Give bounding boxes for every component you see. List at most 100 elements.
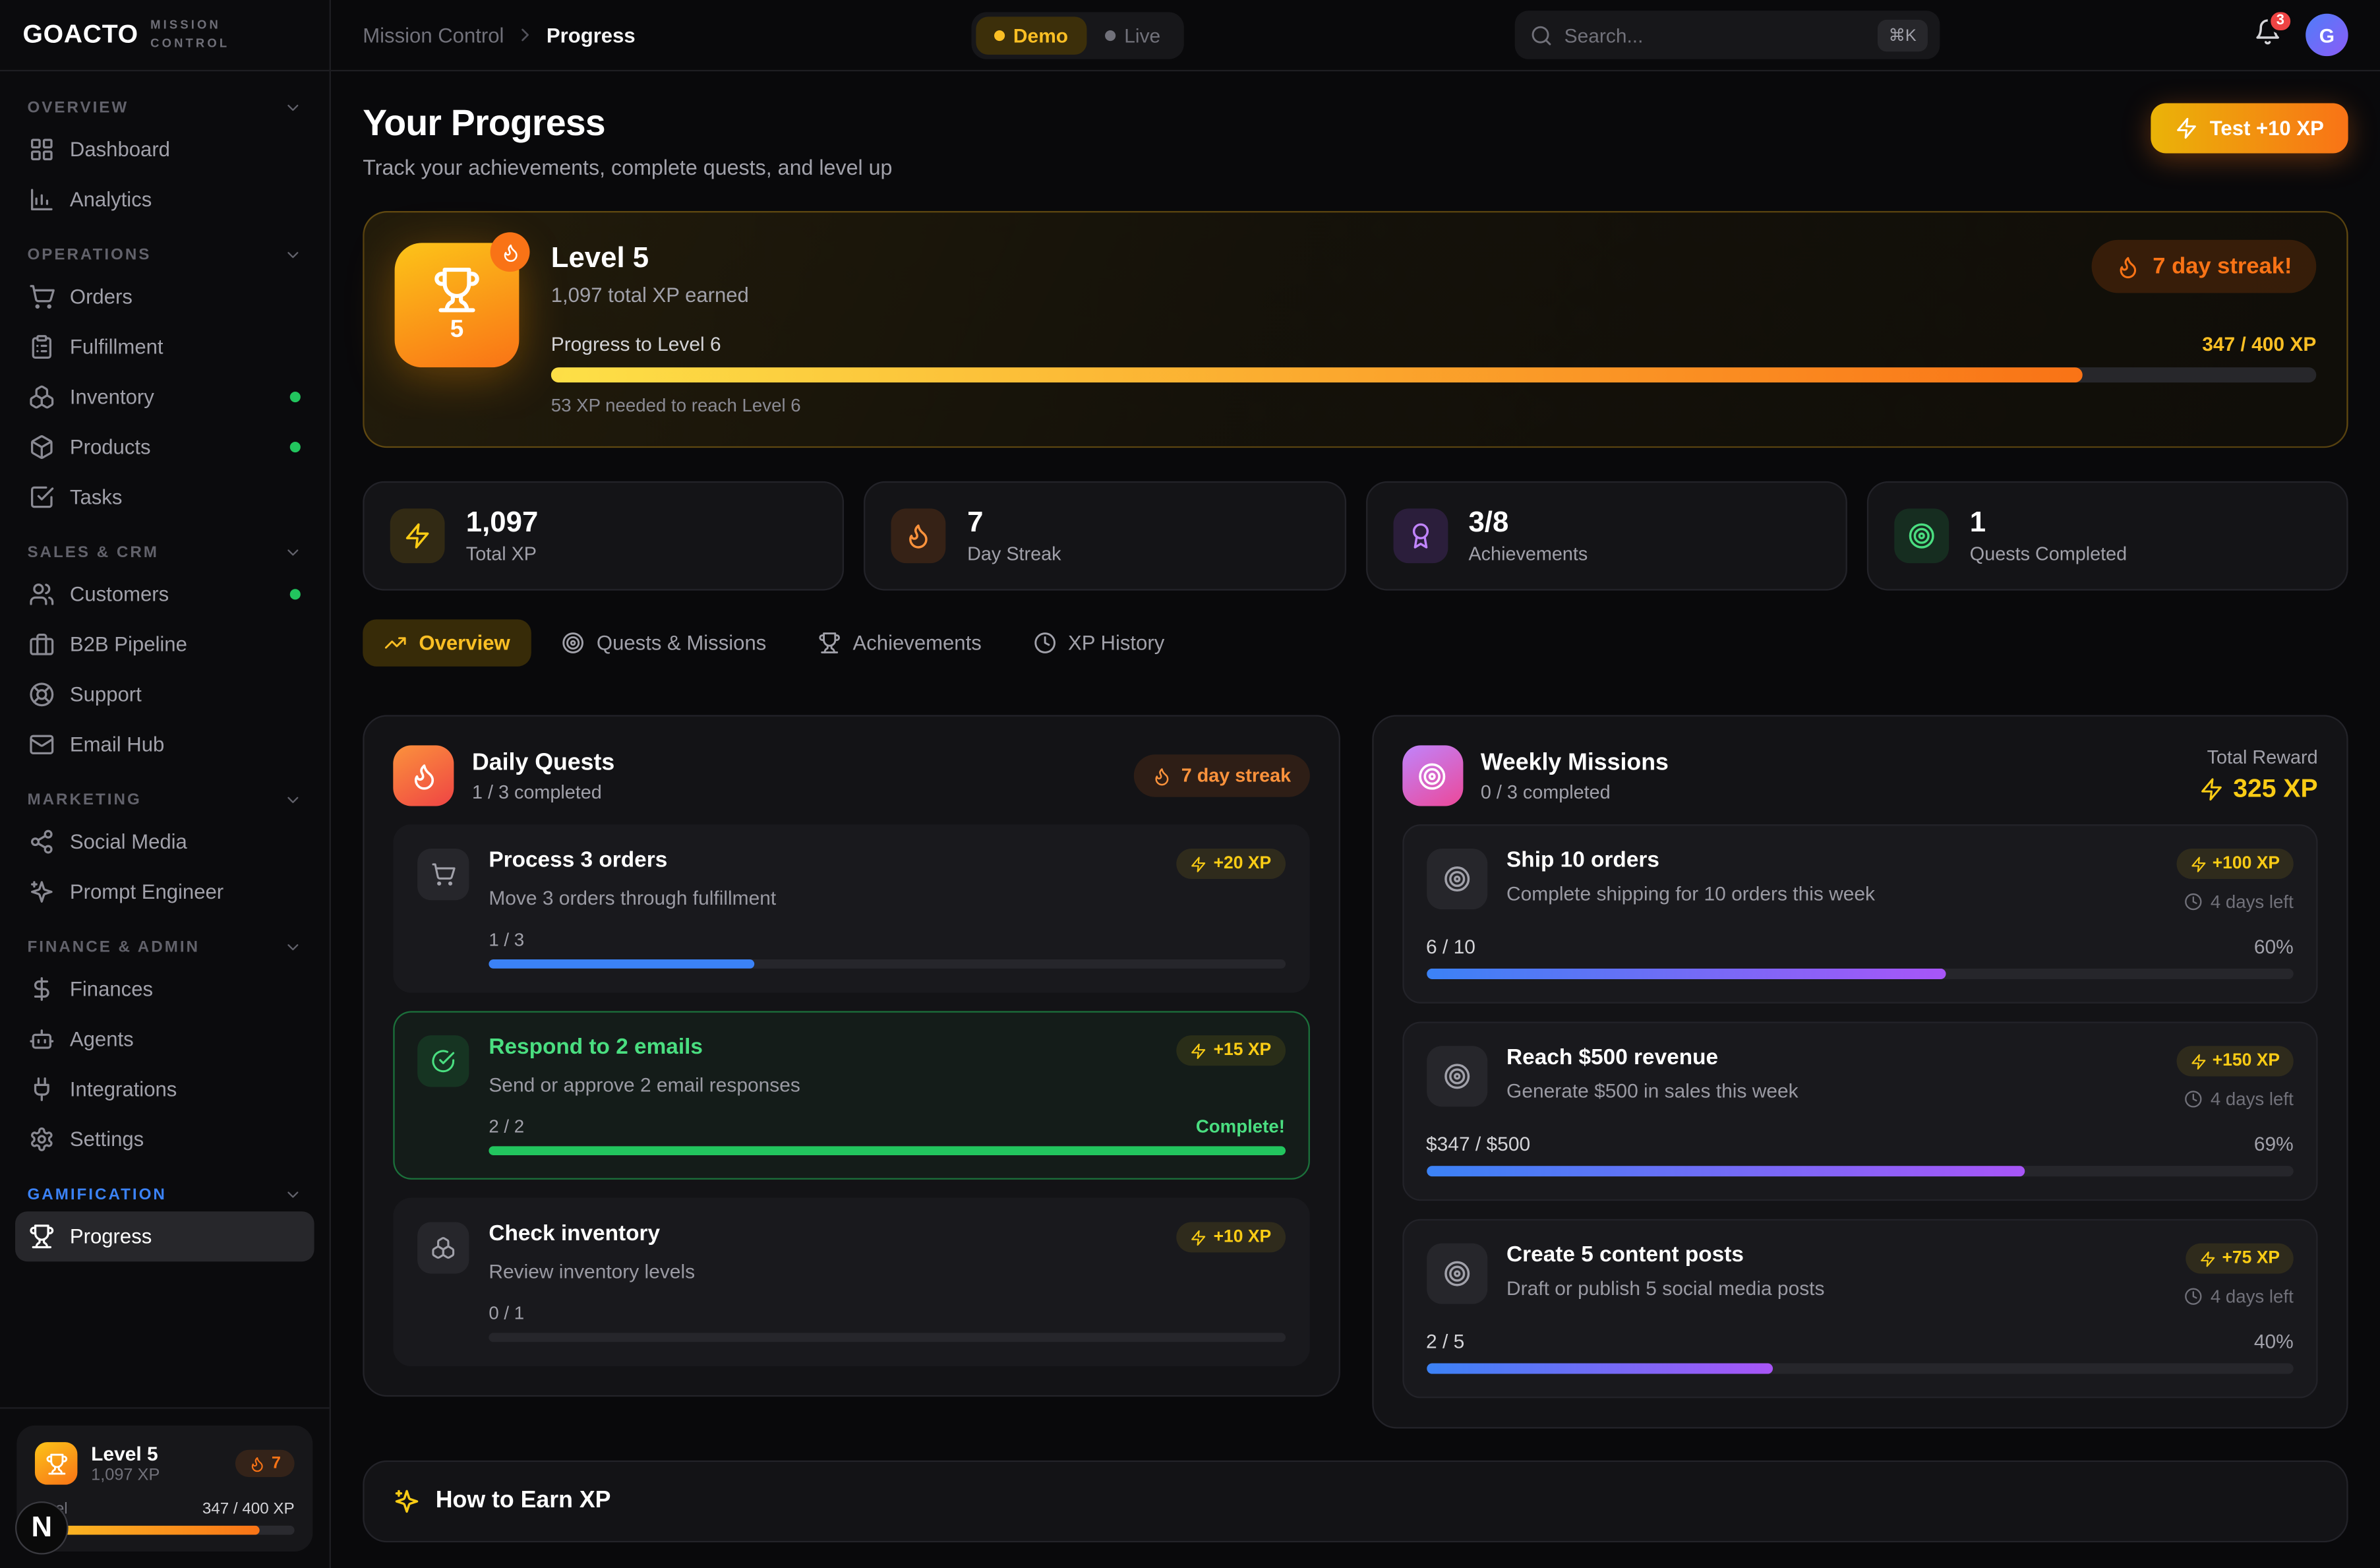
search-icon: [1530, 24, 1553, 47]
notifications-button[interactable]: 3: [2254, 8, 2294, 52]
brand-name: GOACTO: [22, 19, 138, 49]
level-progress-value: 347 / 400 XP: [202, 1499, 295, 1519]
page-title: Your Progress: [363, 103, 605, 144]
sidebar-item-social-media[interactable]: Social Media: [15, 817, 314, 867]
weekly-missions-panel: Weekly Missions 0 / 3 completed Total Re…: [1371, 715, 2348, 1429]
search-box[interactable]: ⌘K: [1514, 11, 1940, 59]
chevron-down-icon: [284, 543, 303, 562]
test-xp-button[interactable]: Test +10 XP: [2150, 103, 2348, 154]
stats-row: 1,097 Total XP 7 Day Streak: [363, 481, 2348, 591]
target-icon: [1443, 1260, 1470, 1287]
sidebar-item-tasks[interactable]: Tasks: [15, 472, 314, 522]
zap-icon: [1191, 1042, 1207, 1059]
tab-quests-missions[interactable]: Quests & Missions: [541, 619, 788, 666]
avatar[interactable]: G: [2306, 13, 2348, 57]
streak-badge: 7 day streak: [1134, 754, 1309, 797]
page-subtitle: Track your achievements, complete quests…: [363, 154, 893, 179]
quest-progress-bar: [489, 1146, 1285, 1156]
cart-icon-tile: [417, 848, 469, 901]
target-icon-tile: [1893, 508, 1949, 564]
sidebar-footer: Level 5 1,097 XP 7 level 347 / 400 XP: [0, 1407, 330, 1568]
xp-badge: +100 XP: [2176, 848, 2294, 880]
flame-badge: [490, 232, 530, 272]
chevron-down-icon: [284, 246, 303, 264]
level-banner: 5 Level 5 1,097 total XP earned Progress…: [363, 211, 2348, 448]
level-progress-fill: [550, 367, 2083, 383]
sidebar-item-inventory[interactable]: Inventory: [15, 372, 314, 422]
tab-achievements[interactable]: Achievements: [796, 619, 1003, 666]
quest-progress-bar: [489, 959, 1285, 969]
how-to-earn-title: How to Earn XP: [435, 1488, 611, 1514]
clock-icon: [2185, 1287, 2203, 1306]
live-mode-button[interactable]: Live: [1086, 16, 1179, 54]
zap-icon: [2200, 777, 2224, 802]
tab-xp-history[interactable]: XP History: [1012, 619, 1186, 666]
mission-progress-bar: [1426, 968, 2294, 979]
brand-tagline: MISSION CONTROL: [150, 18, 230, 50]
section-overview[interactable]: OVERVIEW: [15, 86, 314, 125]
mission-progress-bar: [1426, 1363, 2294, 1374]
mail-icon: [29, 732, 55, 758]
level-total-xp: 1,097 total XP earned: [550, 284, 749, 307]
demo-mode-button[interactable]: Demo: [975, 16, 1086, 54]
target-icon: [562, 632, 585, 655]
chevron-down-icon: [284, 938, 303, 957]
sidebar-item-integrations[interactable]: Integrations: [15, 1064, 314, 1114]
sidebar-item-progress[interactable]: Progress: [15, 1211, 314, 1262]
section-marketing[interactable]: MARKETING: [15, 779, 314, 817]
stat-day-streak: 7 Day Streak: [864, 481, 1346, 591]
xp-badge: +15 XP: [1177, 1035, 1285, 1066]
sidebar-item-finances[interactable]: Finances: [15, 964, 314, 1014]
target-icon: [1907, 522, 1934, 549]
mission-progress-bar: [1426, 1166, 2294, 1177]
quest-progress-fill: [489, 959, 754, 969]
notification-count-badge: 3: [2267, 8, 2294, 33]
tab-overview[interactable]: Overview: [363, 619, 531, 667]
level-number: 5: [450, 317, 464, 344]
time-left: 4 days left: [2185, 1089, 2294, 1110]
mission-progress-fill: [1426, 968, 1947, 979]
zap-icon: [2175, 117, 2198, 140]
flame-icon: [500, 242, 520, 262]
boxes-icon: [431, 1236, 456, 1260]
section-finance-admin[interactable]: FINANCE & ADMIN: [15, 926, 314, 964]
xp-badge: +20 XP: [1177, 848, 1285, 880]
level-trophy-tile: [34, 1442, 78, 1485]
zap-icon: [2199, 1250, 2216, 1267]
breadcrumb-root[interactable]: Mission Control: [363, 23, 504, 47]
sidebar-item-analytics[interactable]: Analytics: [15, 175, 314, 225]
trophy-icon: [432, 266, 481, 315]
target-icon-tile: [1426, 1046, 1487, 1107]
quest-process-orders: Process 3 orders +20 XP Move 3 orders th…: [393, 824, 1309, 993]
sidebar-item-orders[interactable]: Orders: [15, 272, 314, 322]
sidebar-item-settings[interactable]: Settings: [15, 1114, 314, 1164]
target-icon: [1417, 762, 1446, 791]
flame-icon-tile: [393, 745, 454, 806]
chevron-right-icon: [515, 24, 536, 45]
sidebar-item-agents[interactable]: Agents: [15, 1014, 314, 1064]
section-gamification[interactable]: GAMIFICATION: [15, 1174, 314, 1212]
sidebar-item-products[interactable]: Products: [15, 422, 314, 472]
section-operations[interactable]: OPERATIONS: [15, 234, 314, 272]
flame-icon-tile: [891, 508, 946, 564]
sidebar-item-support[interactable]: Support: [15, 669, 314, 719]
status-dot: [289, 589, 301, 600]
time-left: 4 days left: [2185, 1286, 2294, 1307]
sidebar-item-dashboard[interactable]: Dashboard: [15, 125, 314, 175]
section-sales-crm[interactable]: SALES & CRM: [15, 531, 314, 570]
sidebar-item-b2b-pipeline[interactable]: B2B Pipeline: [15, 619, 314, 669]
sidebar: GOACTO MISSION CONTROL OVERVIEW Dashboar…: [0, 0, 331, 1568]
award-icon-tile: [1392, 508, 1448, 564]
total-reward-value: 325 XP: [2200, 774, 2318, 804]
nextjs-dev-badge[interactable]: N: [15, 1501, 69, 1555]
level-progress-bar: [34, 1525, 295, 1535]
zap-icon: [403, 522, 431, 549]
sidebar-item-email-hub[interactable]: Email Hub: [15, 719, 314, 769]
search-input[interactable]: [1564, 23, 1878, 47]
time-left: 4 days left: [2185, 891, 2294, 913]
sidebar-item-customers[interactable]: Customers: [15, 569, 314, 619]
xp-badge: +150 XP: [2176, 1046, 2294, 1077]
sidebar-item-fulfillment[interactable]: Fulfillment: [15, 322, 314, 372]
sidebar-item-prompt-engineer[interactable]: Prompt Engineer: [15, 867, 314, 917]
zap-icon: [1191, 855, 1207, 872]
